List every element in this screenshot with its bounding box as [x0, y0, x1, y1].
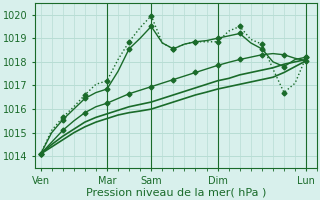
X-axis label: Pression niveau de la mer( hPa ): Pression niveau de la mer( hPa ) — [86, 187, 266, 197]
